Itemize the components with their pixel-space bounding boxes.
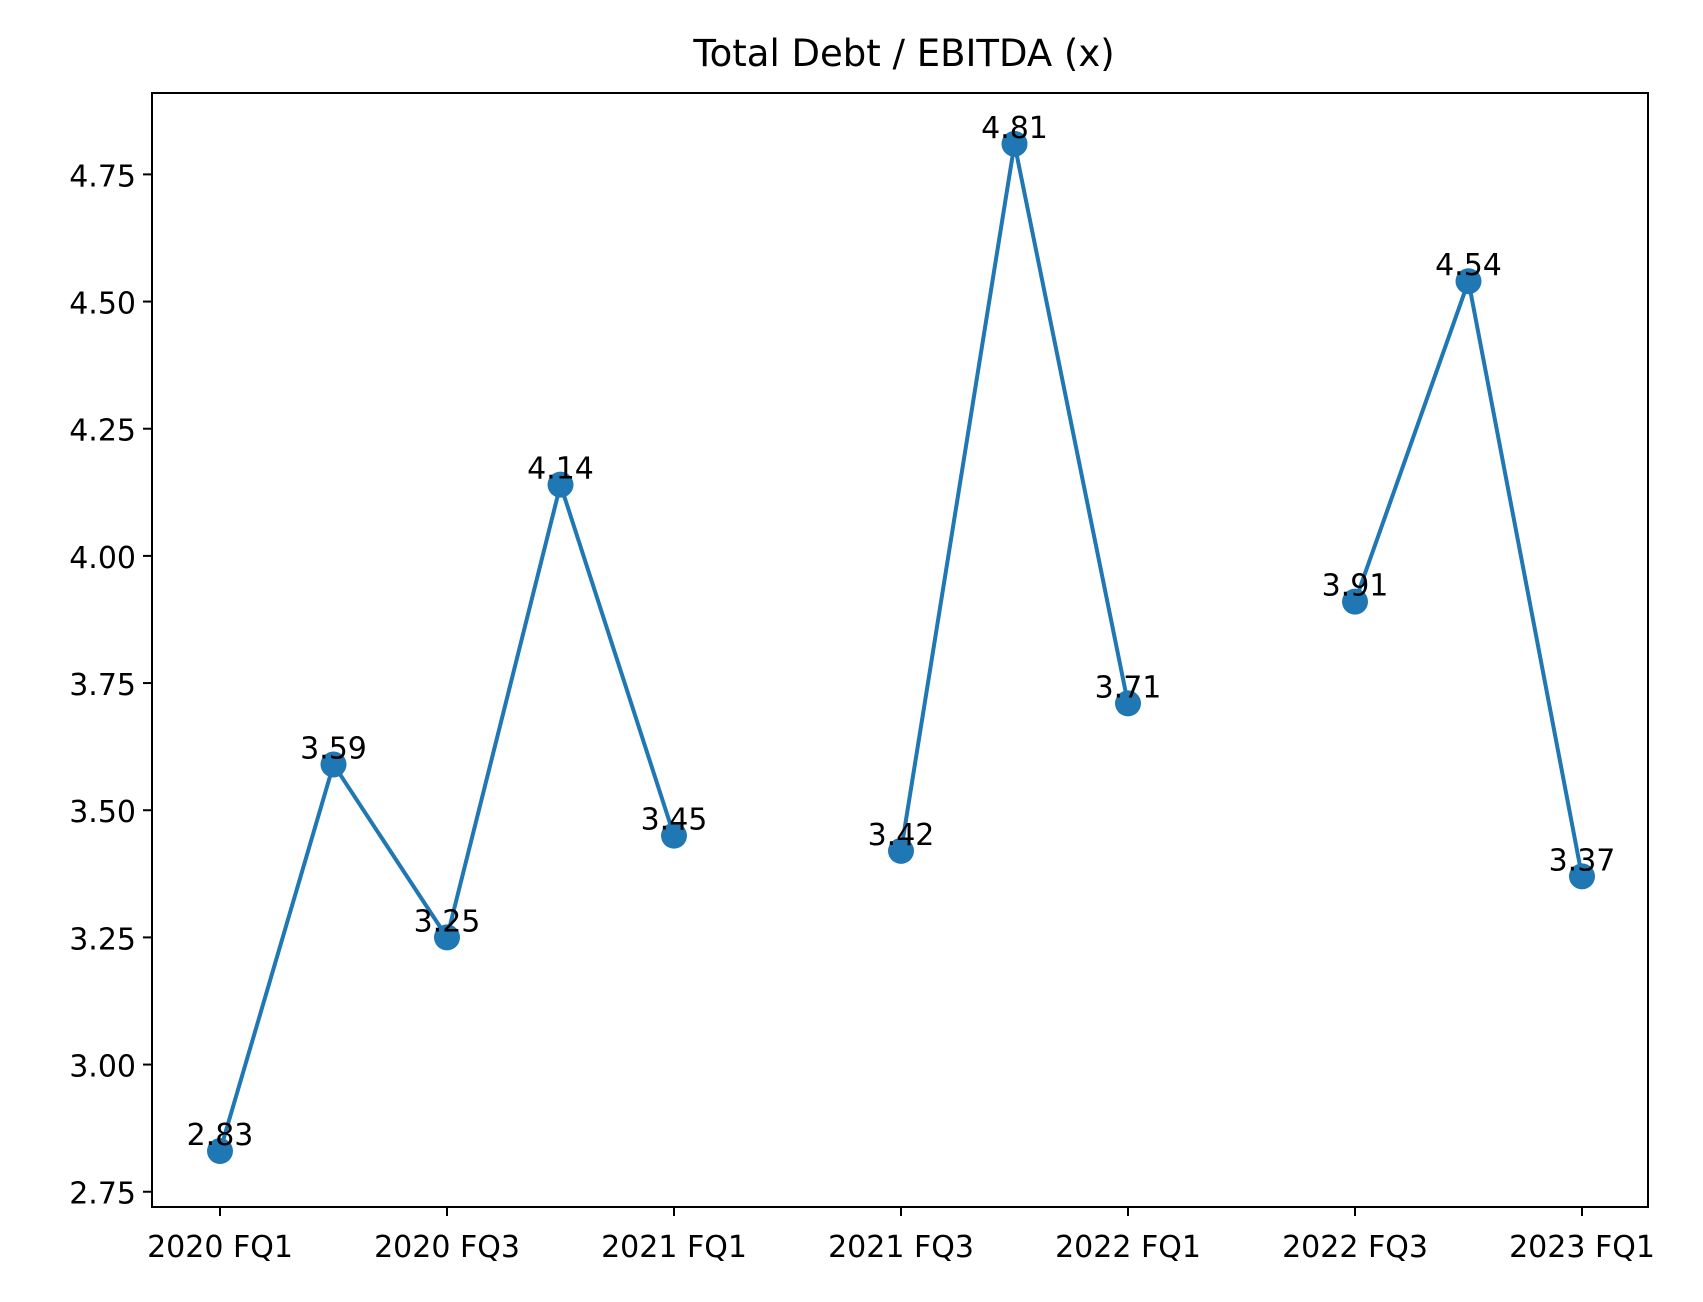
- plot-frame: [151, 92, 1649, 1208]
- y-tick-label: 4.75: [69, 159, 136, 194]
- data-label: 3.25: [414, 904, 481, 939]
- data-label: 4.54: [1435, 248, 1502, 283]
- data-point: [547, 471, 574, 498]
- data-point: [888, 837, 914, 864]
- data-label: 3.91: [1322, 569, 1389, 604]
- y-tick-label: 3.25: [69, 922, 136, 957]
- x-tick-label: 2023 FQ1: [1509, 1230, 1655, 1265]
- x-tick-label: 2021 FQ3: [828, 1230, 974, 1265]
- data-label: 2.83: [187, 1118, 254, 1153]
- data-point: [1115, 690, 1141, 717]
- data-label: 3.71: [1095, 670, 1162, 705]
- data-label: 3.42: [868, 818, 935, 853]
- data-point: [1001, 130, 1028, 157]
- y-tick-label: 3.00: [69, 1050, 136, 1085]
- data-label: 4.14: [527, 452, 594, 487]
- y-tick-label: 3.50: [69, 795, 136, 830]
- y-tick-label: 2.75: [69, 1177, 136, 1212]
- chart-title: Total Debt / EBITDA (x): [692, 32, 1114, 75]
- data-point: [1342, 588, 1368, 615]
- data-point: [1455, 268, 1482, 295]
- x-tick-label: 2020 FQ1: [147, 1230, 293, 1265]
- x-tick-label: 2022 FQ3: [1282, 1230, 1428, 1265]
- y-tick-label: 3.75: [69, 668, 136, 703]
- plot-area: 2.75 3.00 3.25 3.50 3.75 4.00 4.25 4.50 4.75 2020…: [69, 111, 1655, 1265]
- data-point: [661, 822, 687, 849]
- data-point: [320, 751, 347, 778]
- data-point: [1569, 863, 1595, 890]
- y-tick-label: 4.50: [69, 287, 136, 322]
- x-tick-label: 2020 FQ3: [374, 1230, 520, 1265]
- data-label: 3.45: [641, 803, 708, 838]
- data-label: 3.37: [1549, 843, 1616, 878]
- data-label: 4.81: [981, 111, 1048, 146]
- x-tick-label: 2021 FQ1: [601, 1230, 747, 1265]
- data-point: [434, 924, 460, 951]
- x-tick-label: 2022 FQ1: [1055, 1230, 1201, 1265]
- y-tick-label: 4.00: [69, 541, 136, 576]
- data-point: [207, 1138, 233, 1165]
- data-label: 3.59: [300, 731, 367, 766]
- y-tick-label: 4.25: [69, 414, 136, 449]
